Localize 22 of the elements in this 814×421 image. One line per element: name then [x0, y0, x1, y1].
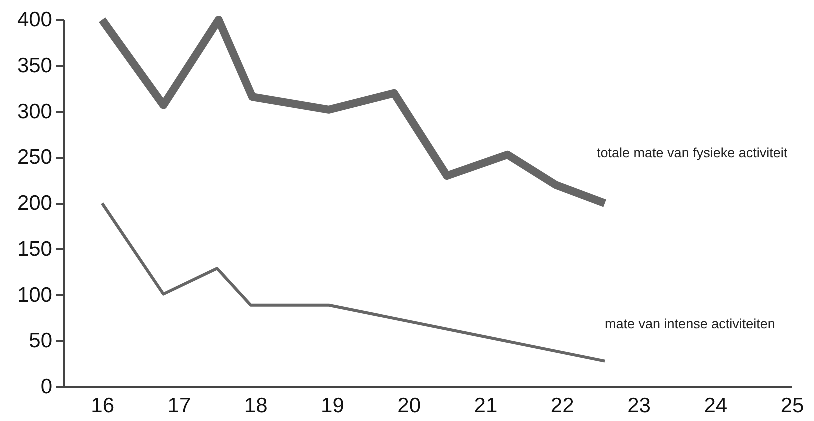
x-tick-label: 17: [168, 394, 192, 418]
x-tick-label: 22: [550, 394, 574, 418]
text: mate van intense activiteiten: [605, 316, 776, 332]
x-tick-label: 20: [398, 394, 422, 418]
x-tick-label: 21: [474, 394, 498, 418]
x-tick-label: 25: [780, 394, 804, 418]
x-tick-label: 16: [91, 394, 114, 418]
text: totale mate van fysieke activiteit: [597, 146, 788, 160]
x-tick-label: 19: [321, 394, 344, 418]
x-tick-label: 23: [628, 394, 651, 418]
y-tick-label: 250: [17, 146, 52, 170]
x-tick-label: 18: [244, 394, 268, 418]
y-tick-label: 0: [40, 376, 52, 398]
line-series: [100, 202, 607, 363]
x-tick-label: 24: [704, 394, 728, 418]
y-tick-label: 150: [17, 238, 52, 261]
y-tick-label: 400: [17, 8, 52, 32]
y-tick-label: 50: [29, 330, 52, 353]
y-tick-label: 200: [17, 192, 52, 215]
y-tick-label: 300: [17, 100, 52, 124]
y-tick-label: 350: [17, 54, 52, 78]
y-tick-label: 100: [17, 284, 52, 307]
